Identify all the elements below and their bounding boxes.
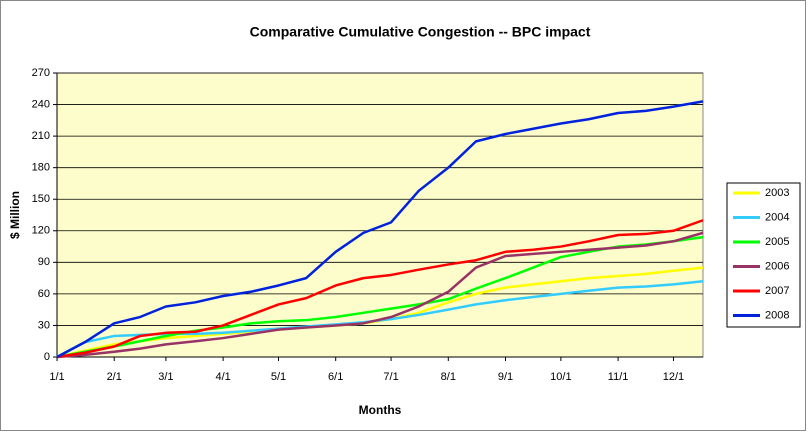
y-tick-label: 120 [32,225,50,237]
y-tick-label: 0 [44,351,50,363]
y-tick-label: 240 [32,98,50,110]
x-tick-label: 3/1 [158,371,173,383]
y-axis-label: $ Million [8,191,22,239]
legend-box [726,182,801,328]
y-tick-label: 150 [32,193,50,205]
series-line [56,231,704,359]
legend-label: 2006 [765,260,789,272]
x-tick-label: 9/1 [498,371,513,383]
x-tick-label: 6/1 [328,371,343,383]
y-tick-label: 210 [32,130,50,142]
series-line [56,100,704,359]
legend-label: 2007 [765,285,789,297]
x-tick-label: 2/1 [107,371,122,383]
x-tick-label: 10/1 [550,371,571,383]
legend-label: 2005 [765,236,789,248]
x-tick-label: 8/1 [441,371,456,383]
legend-label: 2008 [765,309,789,321]
y-tick-label: 270 [32,67,50,79]
x-tick-label: 1/1 [49,371,64,383]
y-tick-label: 30 [38,319,50,331]
series-line [56,219,704,359]
x-tick-label: 7/1 [383,371,398,383]
x-axis-label: Months [359,403,402,417]
y-tick-label: 60 [38,288,50,300]
x-tick-label: 12/1 [663,371,684,383]
legend-label: 2003 [765,187,789,199]
x-tick-label: 4/1 [215,371,230,383]
x-tick-label: 5/1 [271,371,286,383]
chart-title: Comparative Cumulative Congestion -- BPC… [250,24,591,40]
y-tick-label: 90 [38,256,50,268]
legend-label: 2004 [765,211,789,223]
y-tick-label: 180 [32,162,50,174]
x-tick-label: 11/1 [608,371,629,383]
series-line [56,235,704,359]
